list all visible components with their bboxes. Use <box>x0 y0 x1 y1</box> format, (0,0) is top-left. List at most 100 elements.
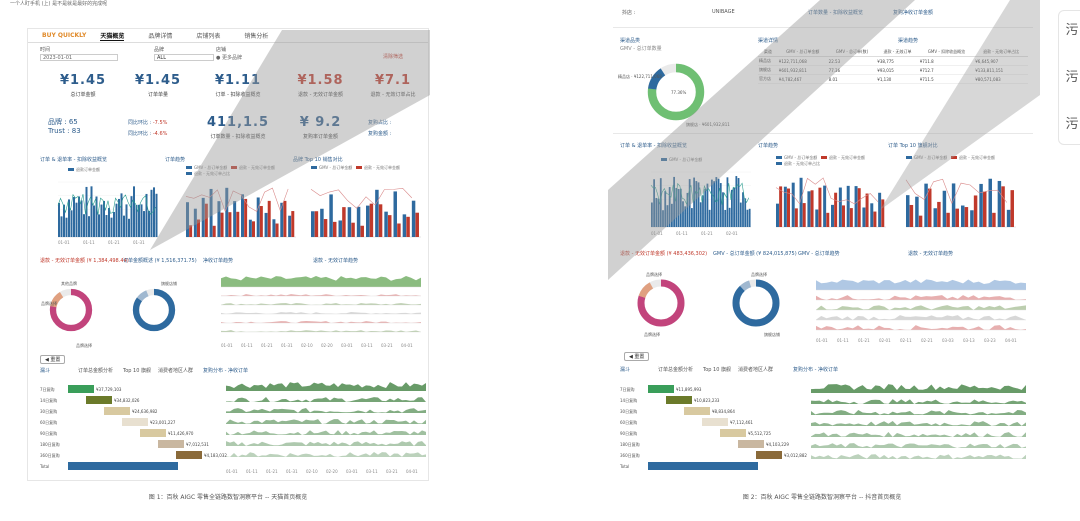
table-header-cell[interactable]: GMV - 扣除收益概览 <box>918 48 975 57</box>
table-cell: ¥93,015 <box>876 65 919 75</box>
tab-overview[interactable]: 天猫概览 <box>100 32 125 41</box>
table-cell: ¥6,645,907 <box>974 56 1028 66</box>
right-orders-bar-b <box>810 190 814 227</box>
left-trend-bar <box>140 204 143 237</box>
right-stack-ridge <box>811 384 1026 393</box>
table-header-cell[interactable]: GMV - 总订单金额 <box>777 48 828 57</box>
left-trend-bar <box>100 204 103 237</box>
left-top10-bar-b <box>314 211 319 237</box>
table-header-cell[interactable]: 退款 - 无效订单 <box>876 48 919 57</box>
left-trend-bar <box>128 218 130 237</box>
tab-sales[interactable]: 销售分析 <box>244 33 269 40</box>
funnel-tab-1[interactable]: 订单总金额分析 <box>78 368 114 374</box>
sec-donut2-title: 订单金额概述 (¥ 1,516,371.75) <box>123 258 197 264</box>
right-funnel-label: 180日复购 <box>620 441 640 447</box>
table-cell: ¥711.8 <box>918 56 975 66</box>
left-trend-legend-swatch <box>68 168 74 171</box>
left-funnel-bar <box>122 418 148 426</box>
right-area-tick: 02-01 <box>879 338 891 343</box>
filter-shop-label: 店铺 <box>216 47 227 53</box>
left-orders-bar-b <box>244 198 248 237</box>
right-area-tick: 04-01 <box>1005 338 1017 343</box>
right-trend-tick: 01-01 <box>651 231 663 236</box>
yoy-2: 同比环比 : -4.6% <box>128 131 168 137</box>
tab-shops[interactable]: 店铺列表 <box>196 33 221 40</box>
right-orders-legend: 退款 - 无效订单金额 <box>829 154 865 160</box>
right-donut-pct: 77.36% <box>671 90 686 95</box>
side-button-3-icon[interactable]: 污 <box>1065 117 1079 132</box>
left-stack-tick: 03-01 <box>346 469 358 474</box>
side-button-2-icon[interactable]: 污 <box>1065 70 1079 85</box>
right-top10-legend-swatch <box>906 156 912 159</box>
tab-brand[interactable]: 品牌详情 <box>148 33 173 40</box>
table-header-cell[interactable]: 渠道 <box>758 48 778 57</box>
funnel-tab-3[interactable]: 消费者地区人群 <box>158 368 194 374</box>
table-header-cell[interactable]: 退款 - 无效订单占比 <box>974 48 1028 57</box>
reset-button-r[interactable]: ◀ 重置 <box>624 352 650 361</box>
funnel-tab-2[interactable]: Top 10 旗舰 <box>123 368 151 374</box>
shop-filter-label: 抖店 : <box>622 10 636 16</box>
funnel-tab-1-r[interactable]: 订单总金额分析 <box>658 367 694 373</box>
rate-1: 复购占比 : <box>368 120 392 126</box>
left-funnel-bar <box>176 451 202 459</box>
left-trend-tick: 01-31 <box>133 240 145 245</box>
table-row[interactable]: 官方店 ¥4,782,467 8.01 ¥1,130 ¥711.5 ¥80,571,083 <box>758 74 1028 84</box>
side-button-1-icon[interactable]: 污 <box>1065 23 1079 38</box>
left-trend-line <box>57 193 156 215</box>
table-header-row: 渠道 GMV - 总订单金额 GMV - 总订单(数) 退款 - 无效订单 GMV - … <box>758 48 1028 57</box>
left-orders-bar-b <box>228 212 232 237</box>
right-orders-bar-b <box>818 187 822 227</box>
right-top10-bar-a <box>951 183 956 227</box>
right-trend-bar <box>717 178 720 227</box>
left-top10-bar-a <box>366 205 370 237</box>
right-trend-bar <box>693 177 695 227</box>
clear-filter-button[interactable]: 清除筛选 <box>383 54 404 60</box>
funnel-tab-3-r[interactable]: 消费者地区人群 <box>738 367 774 373</box>
table-row[interactable]: 精品店 ¥122,711,068 22.53 ¥38,775 ¥711.8 ¥6,645,… <box>758 56 1028 66</box>
right-top10-bar-b <box>973 195 978 227</box>
right-orders-bar-b <box>881 199 885 227</box>
table-cell: ¥711.5 <box>918 74 975 84</box>
table-body: 精品店 ¥122,711,068 22.53 ¥38,775 ¥711.8 ¥6,645,… <box>758 56 1028 84</box>
top-text: 一个人盯手机 (上) 是不是就是最好的完成呢 <box>10 1 108 7</box>
sec-table-title: 渠道详情 <box>758 38 779 44</box>
right-orders-bar-a <box>862 207 866 227</box>
right-area-tick: 02-11 <box>900 338 912 343</box>
table-cell: ¥80,571,083 <box>974 74 1028 84</box>
left-orders-bar-b <box>275 223 279 237</box>
left-trend-bar <box>58 202 60 237</box>
left-area-area <box>221 321 421 323</box>
reset-button[interactable]: ◀ 重置 <box>40 355 66 364</box>
left-trend-bar <box>85 186 88 237</box>
filter-more[interactable]: ● 更多品牌 <box>216 55 242 61</box>
table-cell: 22.53 <box>827 56 877 66</box>
table-row[interactable]: 旗舰店 ¥601,932,811 77.36 ¥93,015 ¥712.7 ¥133,81… <box>758 65 1028 75</box>
left-top10-bar-b <box>333 221 337 237</box>
right-stack-ridge <box>811 410 1026 415</box>
right-stack-ridge <box>811 454 1026 459</box>
left-top10-bar-a <box>402 214 407 237</box>
left-top10-bar-a <box>347 207 352 237</box>
right-donut1-label: 品牌选择 <box>646 271 662 277</box>
left-orders-legend: GMV - 总订单金额 <box>194 164 227 170</box>
right-donut: 精品店 · ¥122,711,068 77.36% 旗舰店 · ¥601,932,8… <box>618 63 730 127</box>
sec-top10-title-r: 渠道趋势 <box>898 38 919 44</box>
right-donut1-label2: 品牌选择 <box>644 331 660 337</box>
sec-funnel-title-r: 漏斗 <box>620 367 631 373</box>
filter-time-input[interactable]: 2023-01-01 <box>40 54 118 61</box>
right-area-area <box>816 315 1026 320</box>
left-top10-bar-a <box>384 211 388 237</box>
funnel-tab-2-r[interactable]: Top 10 旗舰 <box>703 367 731 373</box>
left-orders-legend: 退款 - 无效订单金额 <box>239 164 275 170</box>
side-toolbar: 污 污 污 <box>1058 10 1080 145</box>
shop-filter-value[interactable]: UNIBAGE <box>712 9 735 15</box>
right-trend-bar <box>675 188 678 227</box>
right-top10-bar-a <box>924 183 928 227</box>
filter-brand-select[interactable]: ALL <box>154 54 214 61</box>
right-trend-bar <box>651 202 653 227</box>
table-header-cell[interactable]: GMV - 总订单(数) <box>827 48 877 57</box>
right-trend-bar <box>744 198 747 227</box>
right-orders-bar-b <box>849 208 853 227</box>
sec-area2-title: 退款 - 无效订单趋势 <box>313 258 358 264</box>
right-trend-bar <box>686 192 689 227</box>
